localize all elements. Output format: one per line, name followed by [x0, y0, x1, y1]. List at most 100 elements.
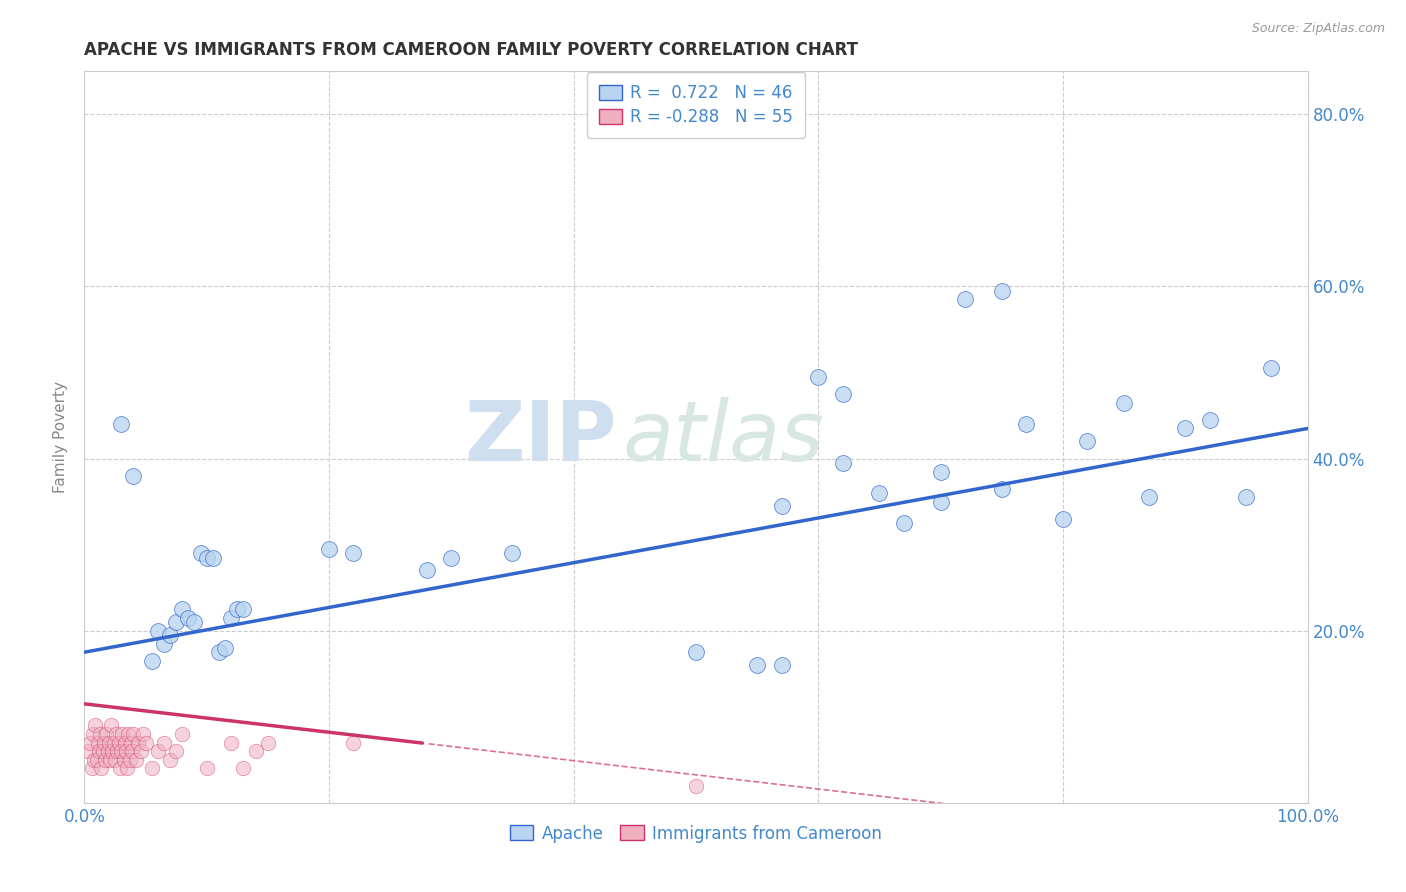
Point — [219, 735, 242, 749]
Point — [111, 727, 134, 741]
Y-axis label: Family Poverty: Family Poverty — [53, 381, 69, 493]
Point — [929, 494, 952, 508]
Point — [208, 645, 231, 659]
Point — [90, 761, 112, 775]
Point — [991, 482, 1014, 496]
Point — [96, 727, 118, 741]
Point — [125, 753, 148, 767]
Point — [110, 744, 132, 758]
Point — [991, 284, 1014, 298]
Point — [82, 727, 104, 741]
Point — [77, 744, 100, 758]
Point — [153, 637, 176, 651]
Point — [1052, 512, 1074, 526]
Point — [1114, 395, 1136, 409]
Point — [502, 546, 524, 560]
Point — [440, 550, 463, 565]
Point — [172, 727, 194, 741]
Point — [685, 645, 707, 659]
Point — [257, 735, 280, 749]
Point — [219, 611, 242, 625]
Point — [1015, 417, 1038, 432]
Point — [83, 753, 105, 767]
Point — [93, 735, 115, 749]
Point — [232, 602, 254, 616]
Point — [159, 753, 181, 767]
Point — [245, 744, 267, 758]
Point — [318, 541, 340, 556]
Point — [80, 761, 103, 775]
Legend: Apache, Immigrants from Cameroon: Apache, Immigrants from Cameroon — [503, 818, 889, 849]
Text: Source: ZipAtlas.com: Source: ZipAtlas.com — [1251, 22, 1385, 36]
Point — [115, 761, 138, 775]
Point — [121, 744, 143, 758]
Point — [104, 753, 127, 767]
Point — [342, 735, 364, 749]
Point — [183, 615, 205, 629]
Point — [869, 486, 891, 500]
Point — [1174, 421, 1197, 435]
Text: atlas: atlas — [623, 397, 824, 477]
Point — [226, 602, 249, 616]
Point — [232, 761, 254, 775]
Point — [195, 550, 218, 565]
Point — [98, 753, 121, 767]
Point — [117, 727, 139, 741]
Point — [115, 744, 138, 758]
Point — [110, 417, 132, 432]
Point — [114, 735, 136, 749]
Point — [770, 658, 793, 673]
Point — [108, 761, 131, 775]
Point — [112, 753, 135, 767]
Point — [953, 293, 976, 307]
Point — [159, 628, 181, 642]
Point — [91, 744, 114, 758]
Point — [893, 516, 915, 530]
Point — [122, 727, 145, 741]
Point — [94, 753, 117, 767]
Point — [770, 499, 793, 513]
Point — [87, 744, 110, 758]
Point — [105, 744, 128, 758]
Point — [141, 761, 163, 775]
Point — [1260, 361, 1282, 376]
Point — [79, 735, 101, 749]
Point — [129, 744, 152, 758]
Point — [107, 735, 129, 749]
Point — [105, 727, 128, 741]
Point — [416, 564, 439, 578]
Point — [97, 735, 120, 749]
Point — [87, 735, 110, 749]
Point — [84, 718, 107, 732]
Point — [89, 727, 111, 741]
Point — [929, 465, 952, 479]
Point — [132, 727, 155, 741]
Point — [122, 468, 145, 483]
Point — [120, 735, 142, 749]
Point — [146, 744, 169, 758]
Point — [165, 615, 187, 629]
Point — [342, 546, 364, 560]
Point — [118, 753, 141, 767]
Point — [1236, 491, 1258, 505]
Point — [165, 744, 187, 758]
Point — [177, 611, 200, 625]
Point — [1076, 434, 1098, 449]
Point — [807, 369, 830, 384]
Point — [101, 744, 124, 758]
Point — [195, 761, 218, 775]
Point — [141, 654, 163, 668]
Point — [747, 658, 769, 673]
Point — [201, 550, 224, 565]
Point — [153, 735, 176, 749]
Point — [190, 546, 212, 560]
Point — [127, 735, 149, 749]
Point — [214, 640, 236, 655]
Point — [135, 735, 157, 749]
Point — [831, 456, 853, 470]
Point — [97, 744, 120, 758]
Point — [1137, 491, 1160, 505]
Point — [100, 718, 122, 732]
Text: ZIP: ZIP — [464, 397, 616, 477]
Point — [172, 602, 194, 616]
